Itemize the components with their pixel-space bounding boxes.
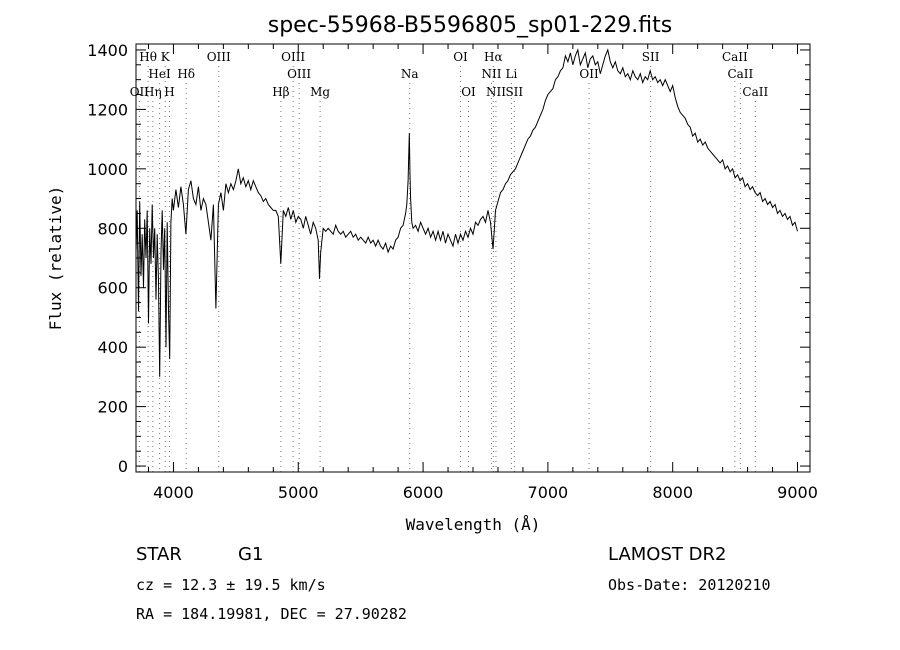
plot-frame — [135, 43, 811, 473]
marker-label-6: SII — [642, 50, 660, 64]
marker-label-18: H — [164, 85, 174, 99]
marker-label-20: Mg — [310, 85, 330, 99]
marker-label-4: OI — [453, 50, 468, 64]
axis-ticks — [136, 44, 810, 472]
y-tick-label-3: 600 — [97, 279, 128, 298]
object-subclass: G1 — [238, 544, 263, 565]
marker-label-8: HeI — [148, 67, 171, 81]
marker-label-16: OII — [130, 85, 150, 99]
y-axis-label: Flux (relative) — [46, 186, 65, 331]
marker-label-11: Na — [401, 67, 419, 81]
marker-label-12: NII — [481, 67, 501, 81]
obs-date: Obs-Date: 20120210 — [608, 576, 771, 594]
marker-label-17: Hη — [144, 85, 162, 99]
y-tick-label-1: 200 — [97, 398, 128, 417]
x-tick-label-5: 9000 — [777, 483, 818, 502]
y-tick-label-6: 1200 — [87, 100, 128, 119]
marker-label-1: K — [161, 50, 171, 64]
x-tick-label-4: 8000 — [652, 483, 693, 502]
chart-title: spec-55968-B5596805_sp01-229.fits — [268, 13, 673, 38]
marker-label-0: Hθ — [139, 50, 157, 64]
marker-label-5: Hα — [484, 50, 503, 64]
y-tick-label-4: 800 — [97, 219, 128, 238]
x-tick-label-3: 7000 — [528, 483, 569, 502]
x-tick-label-0: 4000 — [153, 483, 194, 502]
tick-labels: 4000 5000 6000 7000 8000 9000 0 200 400 600 800 100… — [87, 41, 818, 502]
coordinates: RA = 184.19981, DEC = 27.90282 — [136, 605, 407, 623]
x-tick-label-2: 6000 — [403, 483, 444, 502]
marker-label-7: CaII — [722, 50, 748, 64]
y-tick-label-7: 1400 — [87, 41, 128, 60]
marker-label-14: OII — [579, 67, 599, 81]
y-tick-label-0: 0 — [118, 457, 128, 476]
marker-label-13: Li — [506, 67, 518, 81]
x-tick-label-1: 5000 — [278, 483, 319, 502]
x-axis-label: Wavelength (Å) — [406, 515, 541, 534]
marker-label-22: NII — [486, 85, 506, 99]
y-tick-label-2: 400 — [97, 338, 128, 357]
marker-label-2: OIII — [207, 50, 231, 64]
y-tick-label-5: 1000 — [87, 160, 128, 179]
marker-label-15: CaII — [727, 67, 753, 81]
object-class: STAR — [136, 544, 182, 565]
marker-label-9: Hδ — [177, 67, 195, 81]
marker-label-10: OIII — [287, 67, 311, 81]
marker-label-19: Hβ — [272, 85, 289, 99]
marker-label-3: OIII — [281, 50, 305, 64]
marker-label-21: OI — [461, 85, 476, 99]
marker-label-24: CaII — [742, 85, 768, 99]
redshift-info: cz = 12.3 ± 19.5 km/s — [136, 576, 326, 594]
marker-label-23: SII — [505, 85, 523, 99]
survey-name: LAMOST DR2 — [608, 544, 726, 565]
spectrum-line — [135, 48, 798, 377]
